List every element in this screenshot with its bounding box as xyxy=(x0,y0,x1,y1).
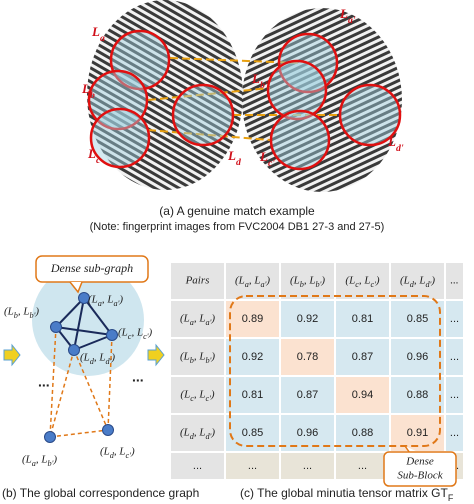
column-header: Pairs xyxy=(185,275,210,287)
left-fingerprint xyxy=(87,0,243,190)
cell-bg xyxy=(334,451,391,481)
cell-value: 0.89 xyxy=(242,313,263,325)
cell-value: 0.81 xyxy=(352,313,373,325)
cell-value: 0.92 xyxy=(297,313,318,325)
caption: (b) The global correspondence graph xyxy=(2,486,199,500)
matrix-table: Pairs (La, La') (Lb, Lb') (Lc, Lc') (Ld, Ld'… xyxy=(169,261,465,481)
callout-box xyxy=(383,451,457,487)
callout-text: Dense sub-graph xyxy=(50,261,133,275)
cell-bg xyxy=(279,451,336,481)
fingerprints xyxy=(87,0,402,192)
cell-value: 0.94 xyxy=(352,389,373,401)
dense-region xyxy=(32,264,144,376)
cell-value: 0.92 xyxy=(242,351,263,363)
minutia-label: Ld' xyxy=(387,134,404,154)
minutia-label: La xyxy=(91,24,105,44)
cell-value: 0.87 xyxy=(297,389,318,401)
callout-box xyxy=(35,255,149,283)
cell-value: 0.96 xyxy=(297,427,318,439)
cell-ellipsis: ... xyxy=(193,460,202,472)
right-fingerprint xyxy=(242,8,402,192)
cell-ellipsis: ... xyxy=(303,460,312,472)
cell-value: 0.87 xyxy=(352,351,373,363)
ellipsis: ... xyxy=(132,369,144,385)
cell-bg xyxy=(224,299,281,339)
caption: (a) A genuine match example xyxy=(159,204,315,218)
minutia-label: Ld xyxy=(227,148,241,168)
cell-ellipsis: ... xyxy=(450,351,459,363)
minutia-circles xyxy=(87,29,402,171)
cell-value: 0.78 xyxy=(297,351,318,363)
cell-ellipsis: ... xyxy=(450,389,459,401)
cell-value: 0.88 xyxy=(352,427,373,439)
cell-bg xyxy=(279,337,336,377)
cell-bg xyxy=(334,261,391,301)
cell-value: 0.91 xyxy=(407,427,428,439)
cell-ellipsis: ... xyxy=(358,460,367,472)
ellipsis: ... xyxy=(38,374,50,390)
arrow xyxy=(3,343,21,367)
node-label: (Ld, Lc') xyxy=(100,446,135,461)
cell-bg xyxy=(279,261,336,301)
cell-value: 0.88 xyxy=(407,389,428,401)
cell-value: 0.85 xyxy=(407,313,428,325)
note: (Note: fingerprint images from FVC2004 D… xyxy=(90,221,385,233)
cell-bg xyxy=(224,337,281,377)
graph-nodes xyxy=(44,292,118,443)
node-label: (La, Lb') xyxy=(22,454,57,469)
sparse-edges xyxy=(49,326,113,438)
caption: (c) The global minutia tensor matrix GTF xyxy=(240,486,454,503)
callout-text: Sub-Block xyxy=(397,470,443,482)
arrow xyxy=(147,343,165,367)
cell-ellipsis: ... xyxy=(450,427,459,439)
callout-pointer xyxy=(69,281,83,294)
callout-text: Dense xyxy=(405,456,434,468)
dense-block-outline xyxy=(229,295,441,447)
cell-ellipsis: ... xyxy=(248,460,257,472)
cell-ellipsis: ... xyxy=(450,313,459,325)
column-header: ... xyxy=(450,275,458,287)
cell-bg xyxy=(169,299,226,339)
cell-value: 0.85 xyxy=(242,427,263,439)
cell-value: 0.96 xyxy=(407,351,428,363)
cell-value: 0.81 xyxy=(242,389,263,401)
cell-bg xyxy=(224,451,281,481)
